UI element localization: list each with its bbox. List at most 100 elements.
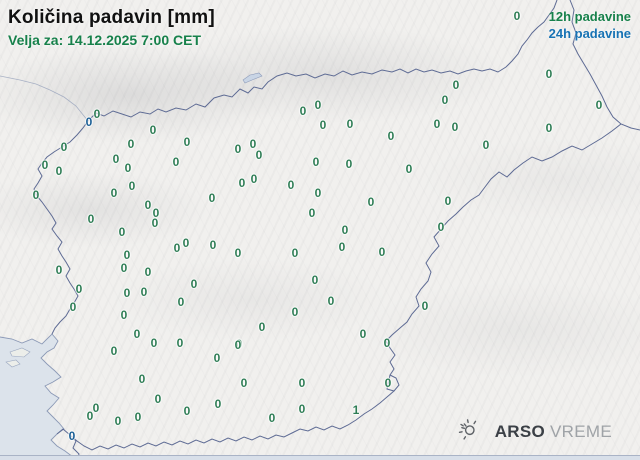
station-value-12h: 0: [92, 401, 100, 415]
station-value-12h: 0: [238, 176, 246, 190]
station-value-12h: 0: [545, 121, 553, 135]
station-value-12h: 0: [384, 376, 392, 390]
station-value-12h: 0: [291, 305, 299, 319]
station-value-12h: 0: [134, 410, 142, 424]
station-value-12h: 0: [208, 191, 216, 205]
lake: [242, 72, 263, 84]
station-value-12h: 0: [110, 344, 118, 358]
station-value-12h: 0: [183, 135, 191, 149]
station-value-12h: 0: [138, 372, 146, 386]
station-value-12h: 0: [234, 142, 242, 156]
station-value-12h: 0: [312, 155, 320, 169]
station-value-12h: 0: [319, 118, 327, 132]
station-value-12h: 0: [177, 295, 185, 309]
station-value-24h: 0: [68, 429, 76, 443]
station-value-12h: 0: [235, 337, 243, 351]
station-value-12h: 0: [190, 277, 198, 291]
station-value-12h: 0: [55, 164, 63, 178]
station-value-12h: 0: [234, 246, 242, 260]
station-value-12h: 0: [451, 120, 459, 134]
station-value-12h: 0: [214, 397, 222, 411]
station-value-12h: 0: [308, 206, 316, 220]
station-value-12h: 0: [452, 78, 460, 92]
station-value-12h: 0: [595, 98, 603, 112]
station-value-12h: 0: [32, 188, 40, 202]
station-value-12h: 0: [151, 216, 159, 230]
station-value-12h: 0: [120, 261, 128, 275]
legend: 12h padavine 24h padavine: [549, 8, 631, 42]
station-value-12h: 0: [367, 195, 375, 209]
legend-item-24h: 24h padavine: [548, 26, 631, 41]
station-value-12h: 0: [513, 9, 521, 23]
station-value-12h: 0: [545, 67, 553, 81]
station-value-12h: 0: [314, 98, 322, 112]
station-value-12h: 0: [123, 286, 131, 300]
sea-area: [0, 334, 78, 460]
station-value-12h: 0: [144, 198, 152, 212]
station-value-12h: 0: [149, 123, 157, 137]
station-value-12h: 0: [60, 140, 68, 154]
station-value-12h: 0: [378, 245, 386, 259]
station-value-12h: 0: [118, 225, 126, 239]
station-value-12h: 0: [209, 238, 217, 252]
station-value-12h: 0: [183, 404, 191, 418]
station-value-12h: 0: [41, 158, 49, 172]
national-border-south: [56, 123, 622, 451]
ridge-border: [0, 75, 89, 122]
station-value-12h: 0: [249, 137, 257, 151]
station-value-12h: 0: [114, 414, 122, 428]
station-value-12h: 0: [250, 172, 258, 186]
station-value-12h: 0: [291, 246, 299, 260]
station-value-12h: 0: [268, 411, 276, 425]
station-value-12h: 0: [127, 137, 135, 151]
station-value-12h: 0: [341, 223, 349, 237]
station-value-12h: 0: [173, 241, 181, 255]
station-value-12h: 0: [133, 327, 141, 341]
station-value-12h: 0: [87, 212, 95, 226]
station-value-12h: 0: [55, 263, 63, 277]
station-value-12h: 0: [405, 162, 413, 176]
station-value-12h: 1: [352, 403, 360, 417]
station-value-12h: 0: [433, 117, 441, 131]
station-value-12h: 0: [421, 299, 429, 313]
station-value-12h: 0: [255, 148, 263, 162]
station-value-12h: 0: [172, 155, 180, 169]
station-value-12h: 0: [152, 206, 160, 220]
station-value-12h: 0: [258, 320, 266, 334]
coastline: [0, 333, 79, 460]
station-value-12h: 0: [182, 236, 190, 250]
station-value-12h: 0: [213, 351, 221, 365]
station-value-12h: 0: [338, 240, 346, 254]
station-value-12h: 0: [387, 129, 395, 143]
station-value-12h: 0: [287, 178, 295, 192]
station-value-12h: 0: [124, 161, 132, 175]
station-value-12h: 0: [346, 117, 354, 131]
station-value-12h: 0: [120, 308, 128, 322]
station-value-12h: 0: [69, 300, 77, 314]
lagoon-islet: [9, 347, 31, 358]
map-header: Količina padavin [mm] Velja za: 14.12.20…: [8, 7, 215, 48]
station-value-12h: 0: [441, 93, 449, 107]
station-value-12h: 0: [314, 186, 322, 200]
brand-agency: ARSO: [494, 421, 546, 441]
arso-vreme-logo: ARSO VREME: [456, 417, 612, 446]
sun-icon: [456, 417, 480, 446]
station-value-12h: 0: [176, 336, 184, 350]
station-value-12h: 0: [345, 157, 353, 171]
station-value-12h: 0: [298, 402, 306, 416]
national-border-northeast: [569, 0, 640, 131]
station-value-12h: 0: [112, 152, 120, 166]
station-value-12h: 0: [240, 376, 248, 390]
valid-for-label: Velja za: 14.12.2025 7:00 CET: [8, 32, 202, 48]
station-value-12h: 0: [86, 409, 94, 423]
station-value-12h: 0: [75, 282, 83, 296]
legend-item-12h: 12h padavine: [548, 9, 631, 24]
station-value-12h: 0: [144, 265, 152, 279]
brand-product: VREME: [550, 421, 612, 441]
station-value-12h: 0: [437, 220, 445, 234]
station-value-12h: 0: [128, 179, 136, 193]
national-border-west-north: [33, 0, 558, 335]
